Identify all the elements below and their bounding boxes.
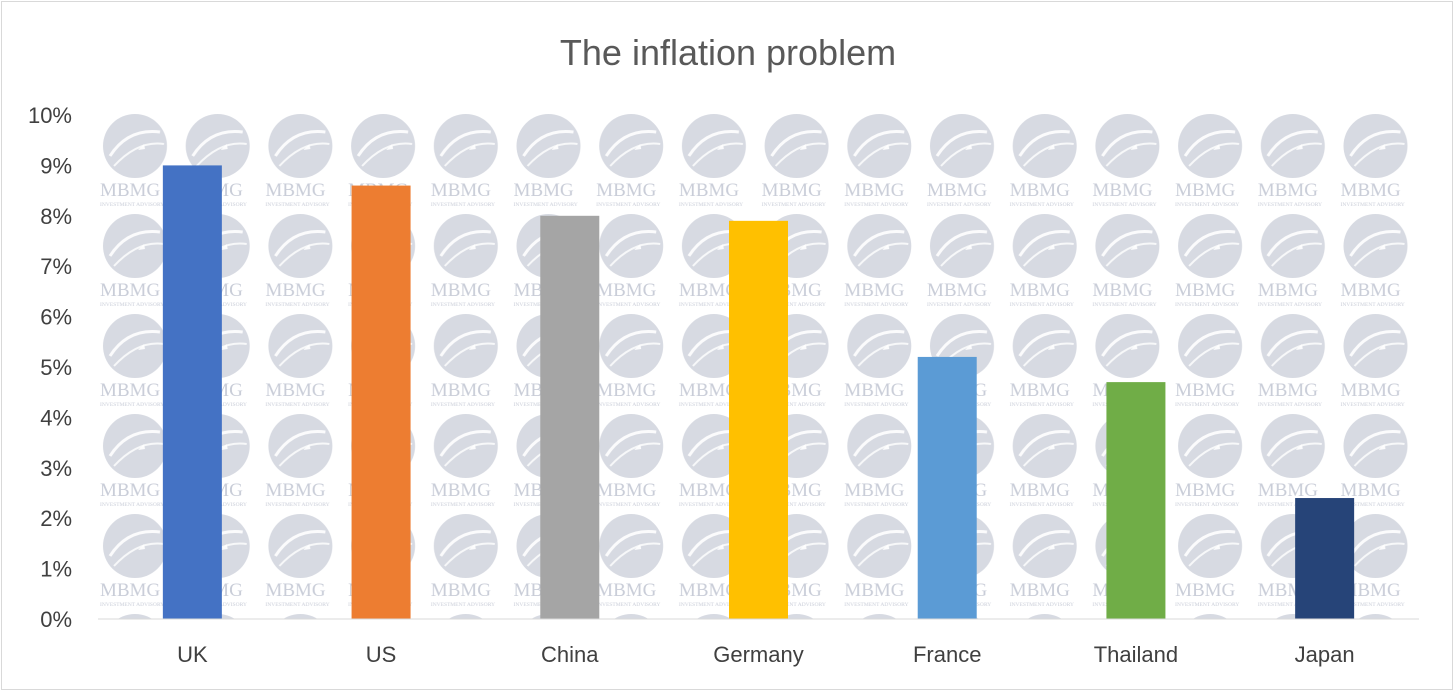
x-axis: UK US China Germany France Thailand Japan bbox=[98, 618, 1419, 667]
y-tick-label: 3% bbox=[40, 456, 72, 481]
x-tick-label: China bbox=[541, 642, 599, 667]
y-tick-label: 5% bbox=[40, 355, 72, 380]
bar-france bbox=[917, 356, 977, 619]
bar-thailand bbox=[1106, 382, 1166, 619]
y-tick-label: 9% bbox=[40, 153, 72, 178]
x-tick-label: UK bbox=[177, 642, 208, 667]
y-tick-label: 0% bbox=[40, 607, 72, 632]
bar-us bbox=[351, 185, 411, 619]
bar-uk bbox=[162, 165, 222, 619]
y-tick-label: 10% bbox=[28, 103, 72, 128]
y-axis: 0% 1% 2% 3% 4% 5% 6% 7% 8% 9% 10% bbox=[28, 103, 72, 632]
y-tick-label: 2% bbox=[40, 506, 72, 531]
chart-title: The inflation problem bbox=[560, 32, 896, 73]
y-tick-label: 4% bbox=[40, 405, 72, 430]
bars bbox=[162, 165, 1355, 620]
x-tick-label: Thailand bbox=[1094, 642, 1178, 667]
x-tick-label: Germany bbox=[713, 642, 803, 667]
bar-germany bbox=[729, 220, 788, 619]
y-tick-label: 1% bbox=[40, 557, 72, 582]
y-tick-label: 8% bbox=[40, 204, 72, 229]
bar-japan bbox=[1295, 498, 1355, 619]
y-tick-label: 7% bbox=[40, 254, 72, 279]
x-tick-label: Japan bbox=[1295, 642, 1355, 667]
x-tick-label: France bbox=[913, 642, 981, 667]
x-tick-label: US bbox=[366, 642, 397, 667]
bar-china bbox=[540, 215, 600, 620]
y-tick-label: 6% bbox=[40, 305, 72, 330]
